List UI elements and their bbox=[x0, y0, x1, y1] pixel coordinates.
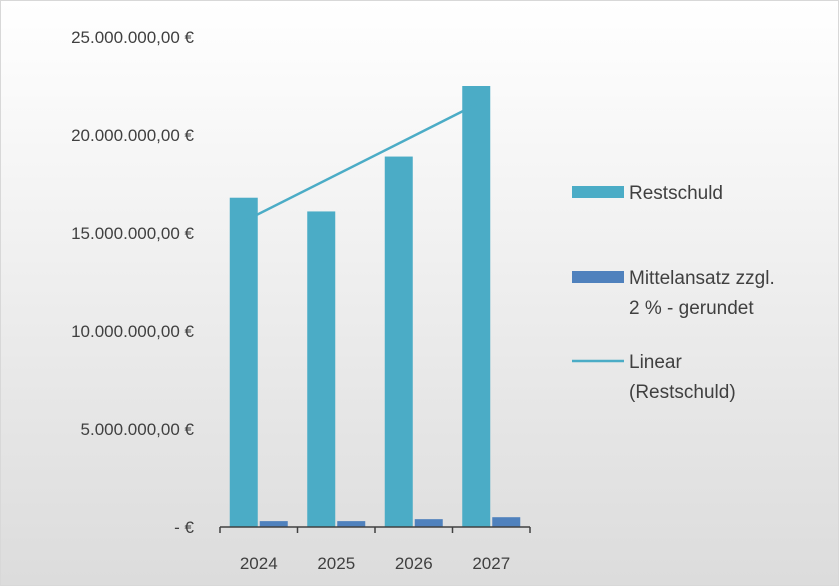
y-tick-label: 10.000.000,00 € bbox=[71, 322, 194, 341]
bars bbox=[229, 86, 521, 527]
legend-swatch-0 bbox=[572, 186, 624, 198]
bar-mittelansatz-2026 bbox=[414, 519, 443, 527]
x-tick-label: 2024 bbox=[240, 554, 278, 573]
y-axis-labels: - € 5.000.000,00 € 10.000.000,00 € 15.000.0… bbox=[71, 28, 194, 537]
legend-label: (Restschuld) bbox=[629, 382, 736, 403]
y-tick-label: 5.000.000,00 € bbox=[81, 420, 195, 439]
bar-restschuld-2025 bbox=[307, 211, 336, 527]
legend-swatch-1 bbox=[572, 271, 624, 283]
legend-label: Restschuld bbox=[629, 183, 723, 204]
y-tick-label: 15.000.000,00 € bbox=[71, 224, 194, 243]
trendline bbox=[243, 103, 477, 223]
x-axis: 2024 2025 2026 2027 bbox=[219, 526, 531, 573]
y-tick-label: 20.000.000,00 € bbox=[71, 126, 194, 145]
trendline-linear-restschuld bbox=[243, 103, 477, 223]
bar-restschuld-2026 bbox=[384, 156, 413, 527]
legend-label: 2 % - gerundet bbox=[629, 298, 754, 319]
x-tick-label: 2027 bbox=[472, 554, 510, 573]
y-tick-label: 25.000.000,00 € bbox=[71, 28, 194, 47]
y-tick-label: - € bbox=[174, 518, 194, 537]
bar-mittelansatz-2025 bbox=[337, 521, 366, 527]
bar-restschuld-2024 bbox=[229, 197, 258, 527]
x-tick-label: 2026 bbox=[395, 554, 433, 573]
legend: Restschuld Mittelansatz zzgl. 2 % - gerund… bbox=[572, 183, 775, 403]
legend-label: Linear bbox=[629, 352, 682, 373]
legend-label: Mittelansatz zzgl. bbox=[629, 268, 775, 289]
bar-mittelansatz-2027 bbox=[492, 517, 521, 527]
bar-restschuld-2027 bbox=[462, 86, 491, 527]
bar-mittelansatz-2024 bbox=[259, 521, 288, 527]
x-tick-label: 2025 bbox=[317, 554, 355, 573]
